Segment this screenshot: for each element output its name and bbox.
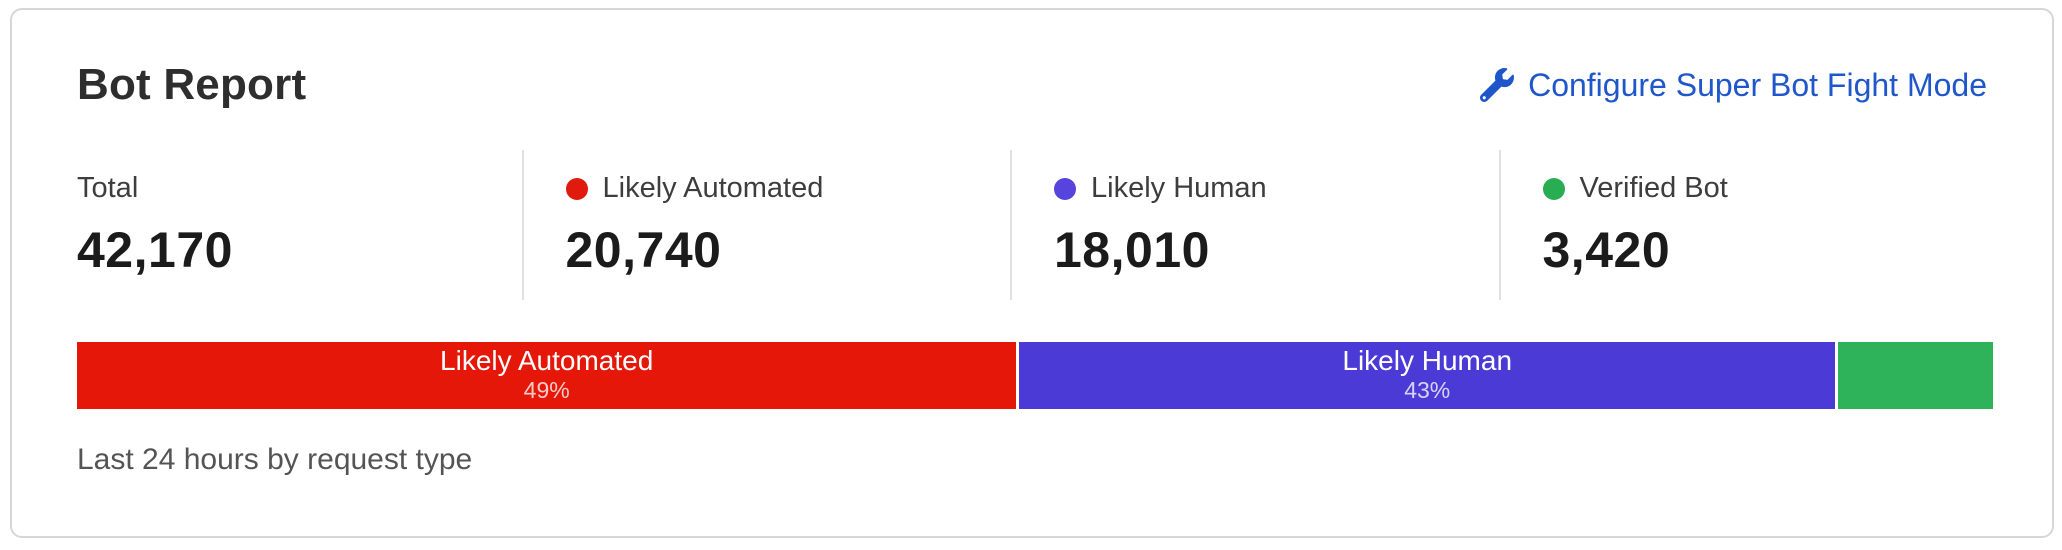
page-title: Bot Report xyxy=(77,60,307,109)
configure-link-label: Configure Super Bot Fight Mode xyxy=(1528,66,1987,103)
bar-segment-label: Likely Automated xyxy=(440,345,654,377)
stat-likely-human: Likely Human 18,010 xyxy=(1010,150,1499,300)
stat-value: 20,740 xyxy=(565,222,722,278)
card-header: Bot Report Configure Super Bot Fight Mod… xyxy=(77,60,1987,110)
time-range-note: Last 24 hours by request type xyxy=(77,443,473,476)
stat-verified-bot: Verified Bot 3,420 xyxy=(1498,150,1988,300)
bot-report-card: Bot Report Configure Super Bot Fight Mod… xyxy=(10,8,2054,538)
stat-label: Verified Bot xyxy=(1579,172,1728,204)
bar-segment-verified-bot xyxy=(1838,342,1993,409)
stat-total: Total 42,170 xyxy=(77,150,522,300)
stat-value: 18,010 xyxy=(1054,222,1210,278)
stats-row: Total 42,170 Likely Automated 20,740 Lik… xyxy=(77,150,1987,300)
bar-segment-likely-automated: Likely Automated 49% xyxy=(77,342,1017,409)
likely-human-dot-icon xyxy=(1054,177,1076,200)
configure-super-bot-fight-mode-link[interactable]: Configure Super Bot Fight Mode xyxy=(1480,67,1987,104)
bar-segment-percent: 43% xyxy=(1404,377,1451,404)
stat-value: 42,170 xyxy=(77,222,233,278)
stat-label: Total xyxy=(77,172,139,204)
bar-segment-label: Likely Human xyxy=(1342,345,1513,377)
stat-label: Likely Human xyxy=(1091,172,1267,204)
bar-segment-likely-human: Likely Human 43% xyxy=(1019,342,1836,409)
stat-value: 3,420 xyxy=(1542,222,1671,278)
bar-segment-percent: 49% xyxy=(523,377,570,404)
likely-automated-dot-icon xyxy=(565,177,588,200)
verified-bot-dot-icon xyxy=(1542,177,1565,200)
wrench-icon xyxy=(1480,68,1515,102)
stat-label: Likely Automated xyxy=(602,172,824,204)
request-type-stacked-bar: Likely Automated 49% Likely Human 43% xyxy=(77,342,1993,409)
stat-likely-automated: Likely Automated 20,740 xyxy=(521,150,1011,300)
